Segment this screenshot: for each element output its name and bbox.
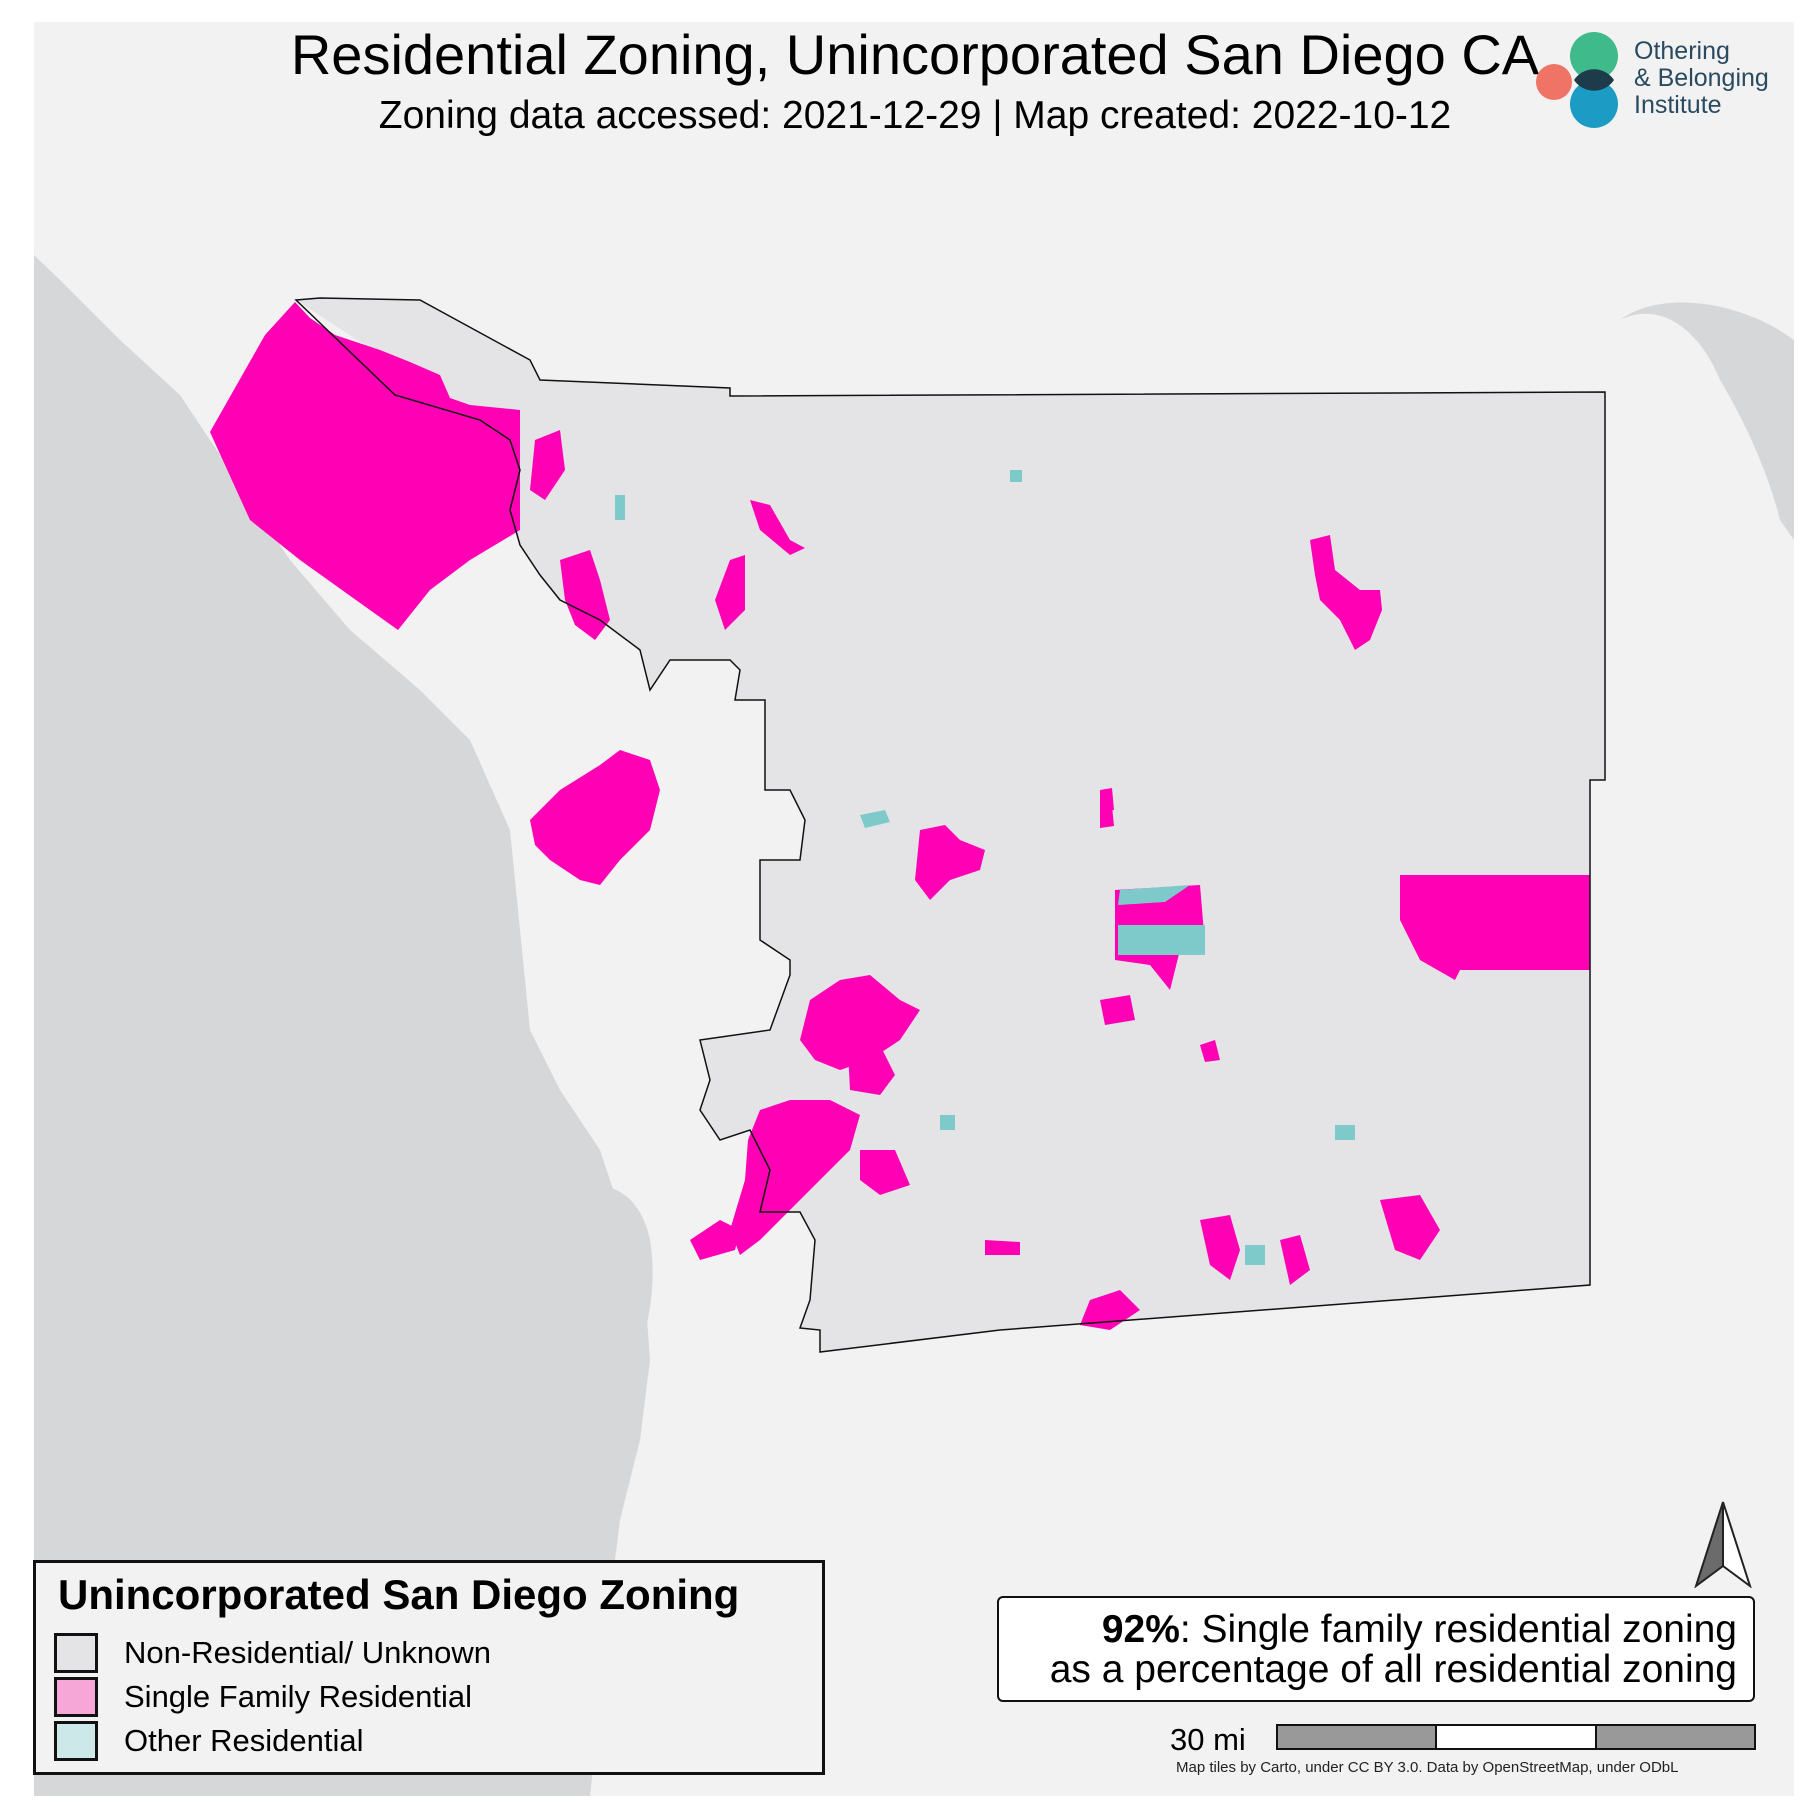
zone-sf-pine-valley: [915, 825, 985, 900]
pacific-ocean: [34, 255, 650, 1796]
zone-sf-el-cajon: [730, 1100, 860, 1255]
zone-sf-northwest: [210, 302, 520, 630]
zone-other-julian-2: [1118, 925, 1205, 955]
map-frame: [34, 22, 1794, 1796]
zone-sf-palomar: [1100, 788, 1114, 812]
north-arrow-icon: [1694, 1501, 1752, 1588]
zone-sf-alpine: [985, 1240, 1020, 1255]
stat-value: 92%: [1101, 1608, 1180, 1651]
scale-seg-2: [1437, 1726, 1597, 1748]
legend: Unincorporated San Diego Zoning Non-Resi…: [33, 1560, 825, 1775]
map-subtitle: Zoning data accessed: 2021-12-29 | Map c…: [378, 94, 1452, 137]
san-diego-bay: [560, 1185, 653, 1390]
zone-sf-bonsall: [560, 550, 610, 640]
legend-title: Unincorporated San Diego Zoning: [58, 1571, 740, 1618]
zone-sf-borrego: [1310, 535, 1382, 650]
zone-sf-crest: [860, 1150, 910, 1195]
legend-swatch-single-family: [54, 1677, 98, 1717]
zone-sf-jamul: [1200, 1215, 1240, 1280]
zone-sf-boulevard: [1280, 1235, 1310, 1285]
legend-swatch-other-residential: [54, 1721, 98, 1761]
stat-text-2: as a percentage of all residential zonin…: [1049, 1648, 1737, 1691]
map-attribution: Map tiles by Carto, under CC BY 3.0. Dat…: [1176, 1759, 1679, 1776]
map-title: Residential Zoning, Unincorporated San D…: [290, 23, 1540, 86]
zone-other-fallbrook: [615, 495, 625, 520]
zone-sf-east: [1400, 875, 1590, 980]
zone-sf-lakeside: [690, 1220, 740, 1260]
zone-sf-pauma: [750, 500, 805, 555]
stat-box: 92%: Single family residential zoning as…: [997, 1596, 1755, 1702]
county-boundary: [294, 297, 1606, 1353]
zone-other-julian: [1118, 885, 1190, 905]
legend-label-non-residential: Non-Residential/ Unknown: [124, 1635, 492, 1670]
scale-seg-1: [1278, 1726, 1438, 1748]
zone-other-dulzura: [1245, 1245, 1265, 1265]
stat-line-1: 92%: Single family residential zoning: [1102, 1608, 1737, 1652]
legend-label-other-residential: Other Residential: [124, 1723, 364, 1758]
zone-other-jacumba: [1335, 1125, 1355, 1140]
map-canvas[interactable]: [34, 22, 1794, 1796]
stat-text-1: : Single family residential zoning: [1179, 1608, 1737, 1651]
zone-sf-fallbrook: [530, 430, 565, 500]
scale-bar: [1276, 1724, 1756, 1750]
zone-sf-santa-ysabel: [1100, 995, 1135, 1025]
scale-seg-3: [1596, 1726, 1754, 1748]
logo-line-2: & Belonging: [1634, 64, 1769, 92]
zone-sf-spring-valley: [848, 1045, 895, 1095]
zone-sf-warner: [1100, 806, 1114, 828]
county-unincorporated-area: [296, 298, 1605, 1352]
scale-label: 30 mi: [1170, 1722, 1246, 1757]
legend-label-single-family: Single Family Residential: [124, 1679, 473, 1714]
logo-line-3: Institute: [1634, 91, 1722, 119]
zone-sf-escondido: [530, 750, 660, 885]
othering-belonging-logo-icon: [1536, 32, 1618, 128]
zone-other-lakeside: [1010, 470, 1022, 482]
zone-other-ramona: [860, 810, 890, 828]
zone-sf-ranchita: [1200, 1040, 1220, 1062]
zone-sf-valley-center: [715, 555, 745, 630]
salton-sea: [1620, 302, 1794, 540]
zone-sf-ramona: [800, 975, 920, 1070]
logo-line-1: Othering: [1634, 37, 1730, 65]
legend-swatch-non-residential: [54, 1633, 98, 1673]
logo-text: Othering & Belonging Institute: [1634, 38, 1769, 119]
zone-sf-campo: [1380, 1195, 1440, 1260]
zone-other-alpine: [940, 1115, 955, 1130]
